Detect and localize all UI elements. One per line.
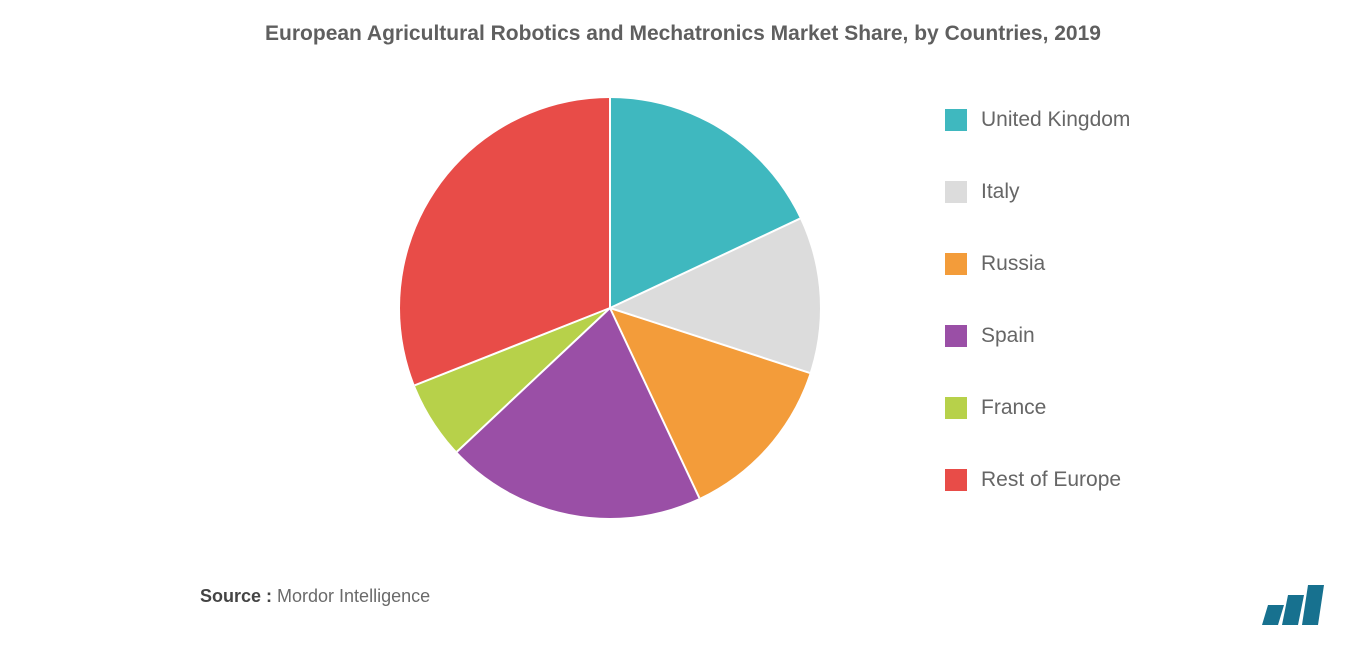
mordor-intelligence-logo-icon (1258, 581, 1326, 625)
legend-swatch (945, 253, 967, 275)
legend-swatch (945, 469, 967, 491)
legend-item: France (945, 396, 1130, 420)
legend-swatch (945, 109, 967, 131)
legend-item: United Kingdom (945, 108, 1130, 132)
legend-swatch (945, 325, 967, 347)
legend-swatch (945, 397, 967, 419)
pie-chart (400, 98, 820, 518)
legend-label: Rest of Europe (981, 468, 1121, 492)
legend-item: Spain (945, 324, 1130, 348)
source-value: Mordor Intelligence (272, 586, 430, 606)
legend-label: Russia (981, 252, 1045, 276)
source-label: Source : (200, 586, 272, 606)
legend-item: Rest of Europe (945, 468, 1130, 492)
source-attribution: Source : Mordor Intelligence (200, 586, 430, 607)
chart-legend: United Kingdom Italy Russia Spain France Rest… (945, 108, 1130, 492)
chart-title: European Agricultural Robotics and Mecha… (0, 22, 1366, 46)
legend-label: Spain (981, 324, 1035, 348)
legend-swatch (945, 181, 967, 203)
legend-label: Italy (981, 180, 1020, 204)
legend-label: United Kingdom (981, 108, 1130, 132)
legend-item: Italy (945, 180, 1130, 204)
legend-label: France (981, 396, 1046, 420)
legend-item: Russia (945, 252, 1130, 276)
